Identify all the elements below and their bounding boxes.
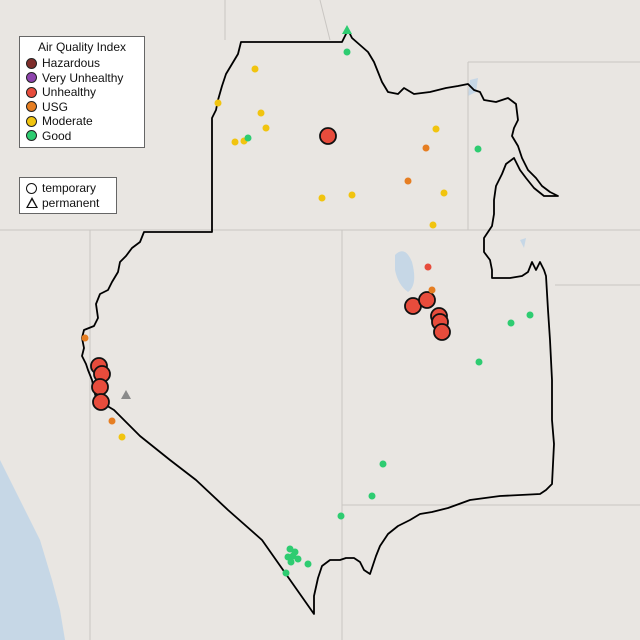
- monitor-marker[interactable]: [214, 99, 222, 107]
- monitor-marker[interactable]: [289, 552, 297, 560]
- legend-item-usg: USG: [26, 100, 138, 115]
- monitor-marker[interactable]: [432, 125, 440, 133]
- monitor-marker[interactable]: [348, 191, 356, 199]
- monitor-marker[interactable]: [474, 145, 482, 153]
- monitor-marker[interactable]: [287, 558, 295, 566]
- legend-item-good: Good: [26, 129, 138, 144]
- monitor-marker[interactable]: [507, 319, 515, 327]
- usg-swatch-icon: [26, 101, 37, 113]
- monitor-marker[interactable]: [251, 65, 259, 73]
- monitor-marker[interactable]: [282, 569, 290, 577]
- monitor-marker[interactable]: [424, 263, 432, 271]
- monitor-marker[interactable]: [368, 492, 376, 500]
- legend-label: Moderate: [42, 114, 93, 129]
- monitor-marker[interactable]: [304, 560, 312, 568]
- legend-label: USG: [42, 99, 69, 114]
- monitor-marker[interactable]: [343, 48, 351, 56]
- permanent-monitor-marker[interactable]: [342, 25, 352, 34]
- monitor-marker[interactable]: [108, 417, 116, 425]
- circle-outline-icon: [26, 182, 37, 194]
- monitor-marker[interactable]: [379, 460, 387, 468]
- legend-item-temporary: temporary: [26, 181, 110, 196]
- monitor-marker[interactable]: [422, 144, 430, 152]
- legend-item-unhealthy: Unhealthy: [26, 85, 138, 100]
- legend-item-moderate: Moderate: [26, 114, 138, 129]
- temporary-monitor-marker[interactable]: [418, 291, 436, 309]
- temporary-monitor-marker[interactable]: [92, 393, 110, 411]
- moderate-swatch-icon: [26, 115, 37, 127]
- legend-item-very-unhealthy: Very Unhealthy: [26, 71, 138, 86]
- monitor-marker[interactable]: [526, 311, 534, 319]
- lake: [395, 251, 415, 292]
- very-unhealthy-swatch-icon: [26, 72, 37, 84]
- legend-label: Hazardous: [42, 56, 101, 71]
- legend-item-permanent: permanent: [26, 196, 110, 211]
- monitor-marker[interactable]: [337, 512, 345, 520]
- monitor-marker[interactable]: [318, 194, 326, 202]
- temporary-monitor-marker[interactable]: [433, 323, 451, 341]
- monitor-type-legend: temporary permanent: [19, 177, 117, 214]
- lake: [520, 238, 526, 248]
- monitor-marker[interactable]: [257, 109, 265, 117]
- ocean: [0, 460, 65, 640]
- monitor-marker[interactable]: [428, 286, 436, 294]
- monitor-marker[interactable]: [404, 177, 412, 185]
- legend-label: Good: [42, 128, 72, 143]
- monitor-marker[interactable]: [118, 433, 126, 441]
- monitor-marker[interactable]: [81, 334, 89, 342]
- monitor-marker[interactable]: [429, 221, 437, 229]
- legend-label: temporary: [42, 181, 97, 196]
- temporary-monitor-marker[interactable]: [91, 378, 109, 396]
- good-swatch-icon: [26, 130, 37, 142]
- monitor-marker[interactable]: [475, 358, 483, 366]
- monitor-marker[interactable]: [262, 124, 270, 132]
- unhealthy-swatch-icon: [26, 86, 37, 98]
- temporary-monitor-marker[interactable]: [319, 127, 337, 145]
- aqi-legend: Air Quality Index Hazardous Very Unhealt…: [19, 36, 145, 148]
- legend-label: Unhealthy: [42, 85, 97, 100]
- monitor-marker[interactable]: [231, 138, 239, 146]
- monitor-marker[interactable]: [244, 134, 252, 142]
- region-outline: [81, 29, 559, 615]
- monitor-marker[interactable]: [440, 189, 448, 197]
- hazardous-swatch-icon: [26, 57, 37, 69]
- legend-title: Air Quality Index: [37, 40, 127, 54]
- legend-item-hazardous: Hazardous: [26, 56, 138, 71]
- legend-label: Very Unhealthy: [42, 70, 124, 85]
- triangle-outline-icon: [26, 197, 38, 209]
- lake: [468, 78, 478, 96]
- permanent-monitor-marker[interactable]: [121, 390, 131, 399]
- legend-label: permanent: [42, 195, 100, 210]
